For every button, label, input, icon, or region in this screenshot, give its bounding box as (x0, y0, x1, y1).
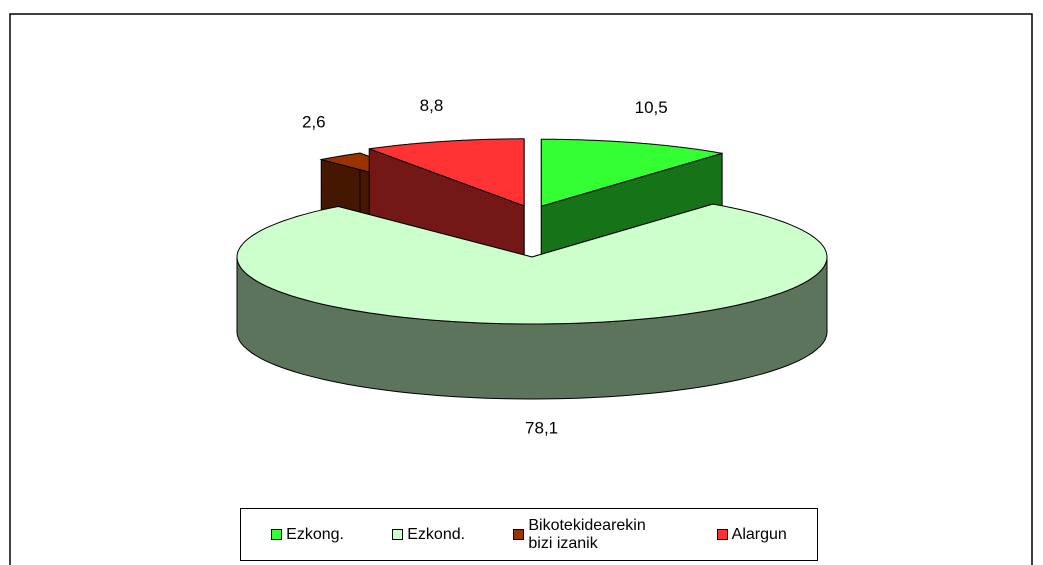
legend-swatch (271, 529, 283, 540)
legend-item: Bikotekidearekin bizi izanik (513, 517, 668, 553)
data-label: 8,8 (420, 96, 444, 115)
legend-label: Ezkond. (407, 525, 466, 543)
legend-label: Ezkong. (286, 525, 344, 543)
legend-label: Alargun (731, 525, 787, 543)
legend-item: Ezkond. (392, 526, 465, 544)
slice (236, 203, 828, 400)
legend: Ezkong. Ezkond. Bikotekidearekin bizi izan… (240, 508, 818, 561)
data-label: 2,6 (302, 112, 326, 131)
legend-item: Ezkong. (271, 526, 344, 544)
legend-item: Alargun (716, 525, 787, 544)
data-label: 78,1 (525, 418, 558, 437)
chart-frame (9, 13, 1033, 565)
legend-swatch (513, 529, 525, 540)
slice-top (369, 138, 525, 207)
slice-top (236, 203, 828, 325)
legend-label: Bikotekidearekin bizi izanik (528, 516, 646, 552)
legend-swatch (392, 529, 404, 540)
slice-top (540, 138, 723, 207)
data-label: 10,5 (635, 98, 668, 117)
legend-swatch (716, 529, 728, 540)
